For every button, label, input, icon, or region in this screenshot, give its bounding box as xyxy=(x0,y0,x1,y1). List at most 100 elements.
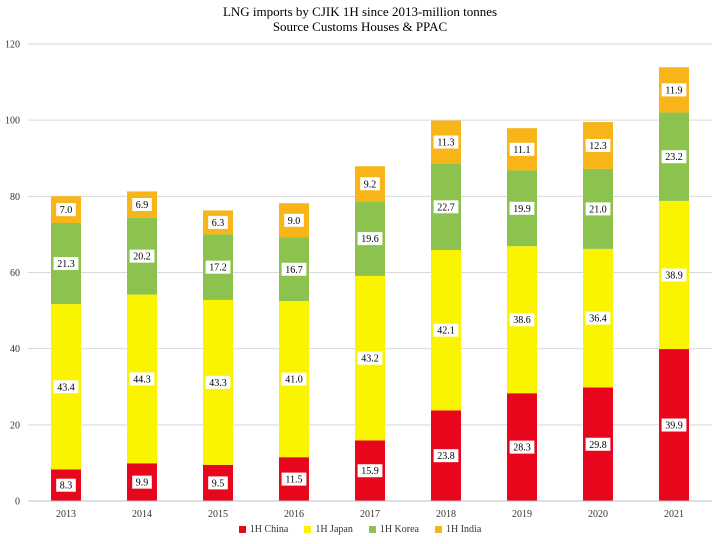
legend-item: 1H India xyxy=(434,524,482,535)
legend-label: 1H China xyxy=(249,524,289,535)
x-tick-label: 2019 xyxy=(512,509,532,520)
data-label-box xyxy=(509,142,535,156)
x-tick-label: 2014 xyxy=(132,509,152,520)
data-label-box xyxy=(509,440,535,454)
data-label: 44.3 xyxy=(133,374,151,385)
x-tick-label: 2020 xyxy=(588,509,608,520)
data-label: 42.1 xyxy=(437,326,455,337)
data-label: 38.9 xyxy=(665,270,683,281)
legend-item: 1H Korea xyxy=(368,524,419,535)
data-label-box xyxy=(433,135,459,149)
y-tick-label: 40 xyxy=(10,344,20,355)
data-label: 23.8 xyxy=(437,451,455,462)
data-label-box xyxy=(509,201,535,215)
data-label-box xyxy=(357,464,383,478)
data-label-box xyxy=(585,311,611,325)
data-label-box xyxy=(661,418,687,432)
legend-label: 1H Korea xyxy=(379,524,419,535)
stacked-bar-chart: 0 20 40 60 80 100 120 8.3 43.4 21.3 7.0 2013 9.9 44.3… xyxy=(5,40,712,520)
data-label-box xyxy=(205,375,231,389)
legend-item: 1H China xyxy=(238,524,289,535)
data-label: 19.6 xyxy=(361,234,379,245)
data-label: 17.2 xyxy=(209,263,227,274)
y-tick-label: 0 xyxy=(15,497,20,508)
x-tick-label: 2015 xyxy=(208,509,228,520)
data-label-box xyxy=(661,83,687,97)
data-label: 16.7 xyxy=(285,265,303,276)
y-tick-label: 80 xyxy=(10,192,20,203)
legend-swatch xyxy=(238,526,246,533)
legend-label: 1H India xyxy=(445,524,482,535)
data-label-box xyxy=(509,313,535,327)
legend-swatch xyxy=(434,526,442,533)
y-tick-label: 100 xyxy=(5,116,20,127)
legend-swatch xyxy=(368,526,376,533)
data-label-box xyxy=(53,257,79,271)
data-label: 20.2 xyxy=(133,252,151,263)
legend-swatch xyxy=(304,526,312,533)
x-tick-label: 2017 xyxy=(360,509,380,520)
data-label: 9.9 xyxy=(136,478,149,489)
data-label-box xyxy=(585,437,611,451)
legend: 1H China 1H Japan 1H Korea 1H India xyxy=(0,524,720,535)
data-label: 15.9 xyxy=(361,466,379,477)
x-tick-label: 2018 xyxy=(436,509,456,520)
data-label-box xyxy=(129,372,155,386)
data-label: 43.3 xyxy=(209,378,227,389)
data-label: 9.0 xyxy=(288,216,301,227)
data-label-box xyxy=(56,203,76,217)
data-label: 41.0 xyxy=(285,375,303,386)
data-label-box xyxy=(585,138,611,152)
data-label: 39.9 xyxy=(665,421,683,432)
data-label: 11.9 xyxy=(665,85,682,96)
data-label: 36.4 xyxy=(589,314,607,325)
data-label-box xyxy=(132,475,152,489)
x-tick-label: 2013 xyxy=(56,509,76,520)
data-label: 9.2 xyxy=(364,179,377,190)
data-label-box xyxy=(208,476,228,490)
data-label: 8.3 xyxy=(60,481,73,492)
data-label-box xyxy=(661,268,687,282)
data-label: 9.5 xyxy=(212,478,225,489)
data-label-box xyxy=(53,380,79,394)
data-label: 43.4 xyxy=(57,382,75,393)
chart-title: LNG imports by CJIK 1H since 2013-millio… xyxy=(222,4,498,19)
data-label-box xyxy=(132,198,152,212)
data-label-box xyxy=(208,215,228,229)
y-tick-label: 20 xyxy=(10,420,20,431)
data-label: 11.1 xyxy=(513,145,530,156)
data-label: 12.3 xyxy=(589,141,607,152)
data-label-box xyxy=(56,478,76,492)
data-label: 23.2 xyxy=(665,152,683,163)
data-label-box xyxy=(433,200,459,214)
y-tick-label: 120 xyxy=(5,40,20,51)
data-label: 43.2 xyxy=(361,354,379,365)
data-label-box xyxy=(281,472,307,486)
data-label: 29.8 xyxy=(589,440,607,451)
data-label: 28.3 xyxy=(513,443,531,454)
data-label-box xyxy=(281,372,307,386)
data-label: 19.9 xyxy=(513,204,531,215)
data-label: 38.6 xyxy=(513,315,531,326)
data-label: 6.3 xyxy=(212,218,225,229)
x-tick-label: 2016 xyxy=(284,509,304,520)
legend-item: 1H Japan xyxy=(304,524,353,535)
data-label-box xyxy=(281,262,307,276)
data-label-box xyxy=(585,202,611,216)
data-label-box xyxy=(433,323,459,337)
data-label-box xyxy=(284,213,304,227)
x-tick-label: 2021 xyxy=(664,509,684,520)
data-label: 6.9 xyxy=(136,200,149,211)
data-label-box xyxy=(357,351,383,365)
legend-label: 1H Japan xyxy=(315,524,353,535)
chart-subtitle: Source Customs Houses & PPAC xyxy=(272,19,448,34)
data-label: 7.0 xyxy=(60,205,73,216)
data-label: 21.0 xyxy=(589,204,607,215)
data-label-box xyxy=(129,249,155,263)
y-tick-label: 60 xyxy=(10,268,20,279)
data-label-box xyxy=(661,150,687,164)
data-label: 11.3 xyxy=(437,138,454,149)
data-label-box xyxy=(433,449,459,463)
data-label-box xyxy=(360,177,380,191)
data-label-box xyxy=(357,232,383,246)
